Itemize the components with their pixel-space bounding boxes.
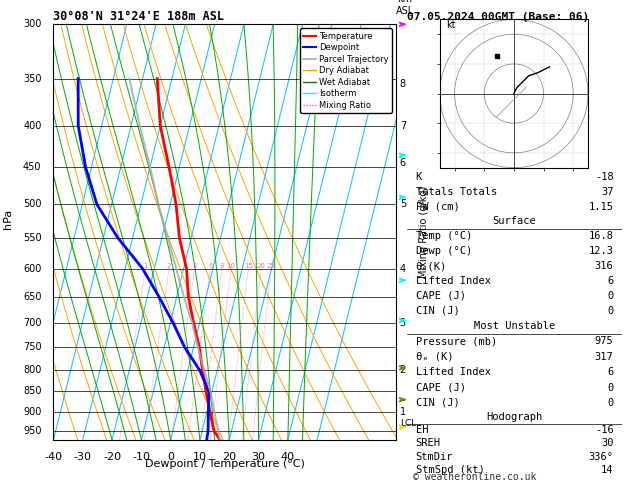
Text: 6: 6 [208,262,213,269]
Text: 20: 20 [222,452,237,462]
Text: 8: 8 [399,79,406,88]
Text: kt: kt [446,20,455,30]
Text: © weatheronline.co.uk: © weatheronline.co.uk [413,472,537,482]
Text: 700: 700 [23,318,42,328]
Text: θₑ (K): θₑ (K) [416,352,453,362]
Text: Lifted Index: Lifted Index [416,276,491,286]
Text: SREH: SREH [416,438,440,449]
Text: K: K [416,173,422,182]
Text: 316: 316 [595,261,613,271]
Text: 6: 6 [607,367,613,377]
Text: 5: 5 [399,199,406,209]
Text: 450: 450 [23,162,42,172]
Text: 900: 900 [23,407,42,417]
Text: 40: 40 [281,452,295,462]
Text: 15: 15 [244,262,253,269]
Text: 500: 500 [23,199,42,209]
Text: 10: 10 [226,262,236,269]
Text: CIN (J): CIN (J) [416,306,459,316]
Legend: Temperature, Dewpoint, Parcel Trajectory, Dry Adiabat, Wet Adiabat, Isotherm, Mi: Temperature, Dewpoint, Parcel Trajectory… [300,29,392,113]
Text: km
ASL: km ASL [396,0,414,16]
Text: -20: -20 [103,452,121,462]
Text: 975: 975 [595,336,613,347]
Text: 1: 1 [399,407,406,417]
Text: 30: 30 [601,438,613,449]
Text: 4: 4 [399,264,406,274]
Text: 6: 6 [607,276,613,286]
Text: Lifted Index: Lifted Index [416,367,491,377]
Text: 14: 14 [601,465,613,475]
Text: 4: 4 [192,262,197,269]
Text: Dewp (°C): Dewp (°C) [416,246,472,256]
Text: θₑ(K): θₑ(K) [416,261,447,271]
Text: 07.05.2024 00GMT (Base: 06): 07.05.2024 00GMT (Base: 06) [407,12,589,22]
Text: -40: -40 [45,452,62,462]
Text: 2: 2 [167,262,171,269]
Text: 0: 0 [607,382,613,393]
Text: StmSpd (kt): StmSpd (kt) [416,465,484,475]
Text: 10: 10 [193,452,207,462]
Text: 750: 750 [23,342,42,352]
Text: 0: 0 [607,306,613,316]
Text: EH: EH [416,425,428,435]
Text: 600: 600 [23,264,42,274]
Text: 550: 550 [23,233,42,243]
Text: CIN (J): CIN (J) [416,398,459,408]
Text: 400: 400 [23,121,42,131]
Text: Temp (°C): Temp (°C) [416,231,472,241]
Text: -30: -30 [74,452,92,462]
Text: 6: 6 [399,158,406,168]
Text: 3: 3 [399,318,406,328]
Text: 37: 37 [601,187,613,197]
Text: 800: 800 [23,365,42,375]
Text: 30: 30 [252,452,265,462]
Text: 7: 7 [399,121,406,131]
Text: 25: 25 [267,262,276,269]
Text: CAPE (J): CAPE (J) [416,291,465,301]
Text: Most Unstable: Most Unstable [474,321,555,331]
Text: StmDir: StmDir [416,451,453,462]
Text: 650: 650 [23,292,42,302]
Text: 12.3: 12.3 [589,246,613,256]
Text: Surface: Surface [493,216,537,226]
Text: PW (cm): PW (cm) [416,202,459,211]
Text: Mixing Ratio (g/kg): Mixing Ratio (g/kg) [419,186,429,278]
Text: 20: 20 [257,262,265,269]
Text: Pressure (mb): Pressure (mb) [416,336,497,347]
Text: 950: 950 [23,426,42,435]
Text: -18: -18 [595,173,613,182]
Text: 0: 0 [607,398,613,408]
Text: 317: 317 [595,352,613,362]
Text: Totals Totals: Totals Totals [416,187,497,197]
Text: 30°08'N 31°24'E 188m ASL: 30°08'N 31°24'E 188m ASL [53,10,225,23]
Text: 850: 850 [23,386,42,397]
Text: LCL: LCL [399,418,416,428]
Text: 2: 2 [399,365,406,375]
X-axis label: Dewpoint / Temperature (°C): Dewpoint / Temperature (°C) [145,459,305,469]
Text: -10: -10 [132,452,150,462]
Text: 1: 1 [143,262,148,269]
Text: 300: 300 [23,19,42,29]
Text: 1.15: 1.15 [589,202,613,211]
Text: hPa: hPa [3,208,13,229]
Text: 8: 8 [220,262,224,269]
Text: 350: 350 [23,74,42,84]
Text: CAPE (J): CAPE (J) [416,382,465,393]
Text: 0: 0 [607,291,613,301]
Text: 336°: 336° [589,451,613,462]
Text: 16.8: 16.8 [589,231,613,241]
Text: Hodograph: Hodograph [486,412,543,422]
Text: 0: 0 [167,452,174,462]
Text: -16: -16 [595,425,613,435]
